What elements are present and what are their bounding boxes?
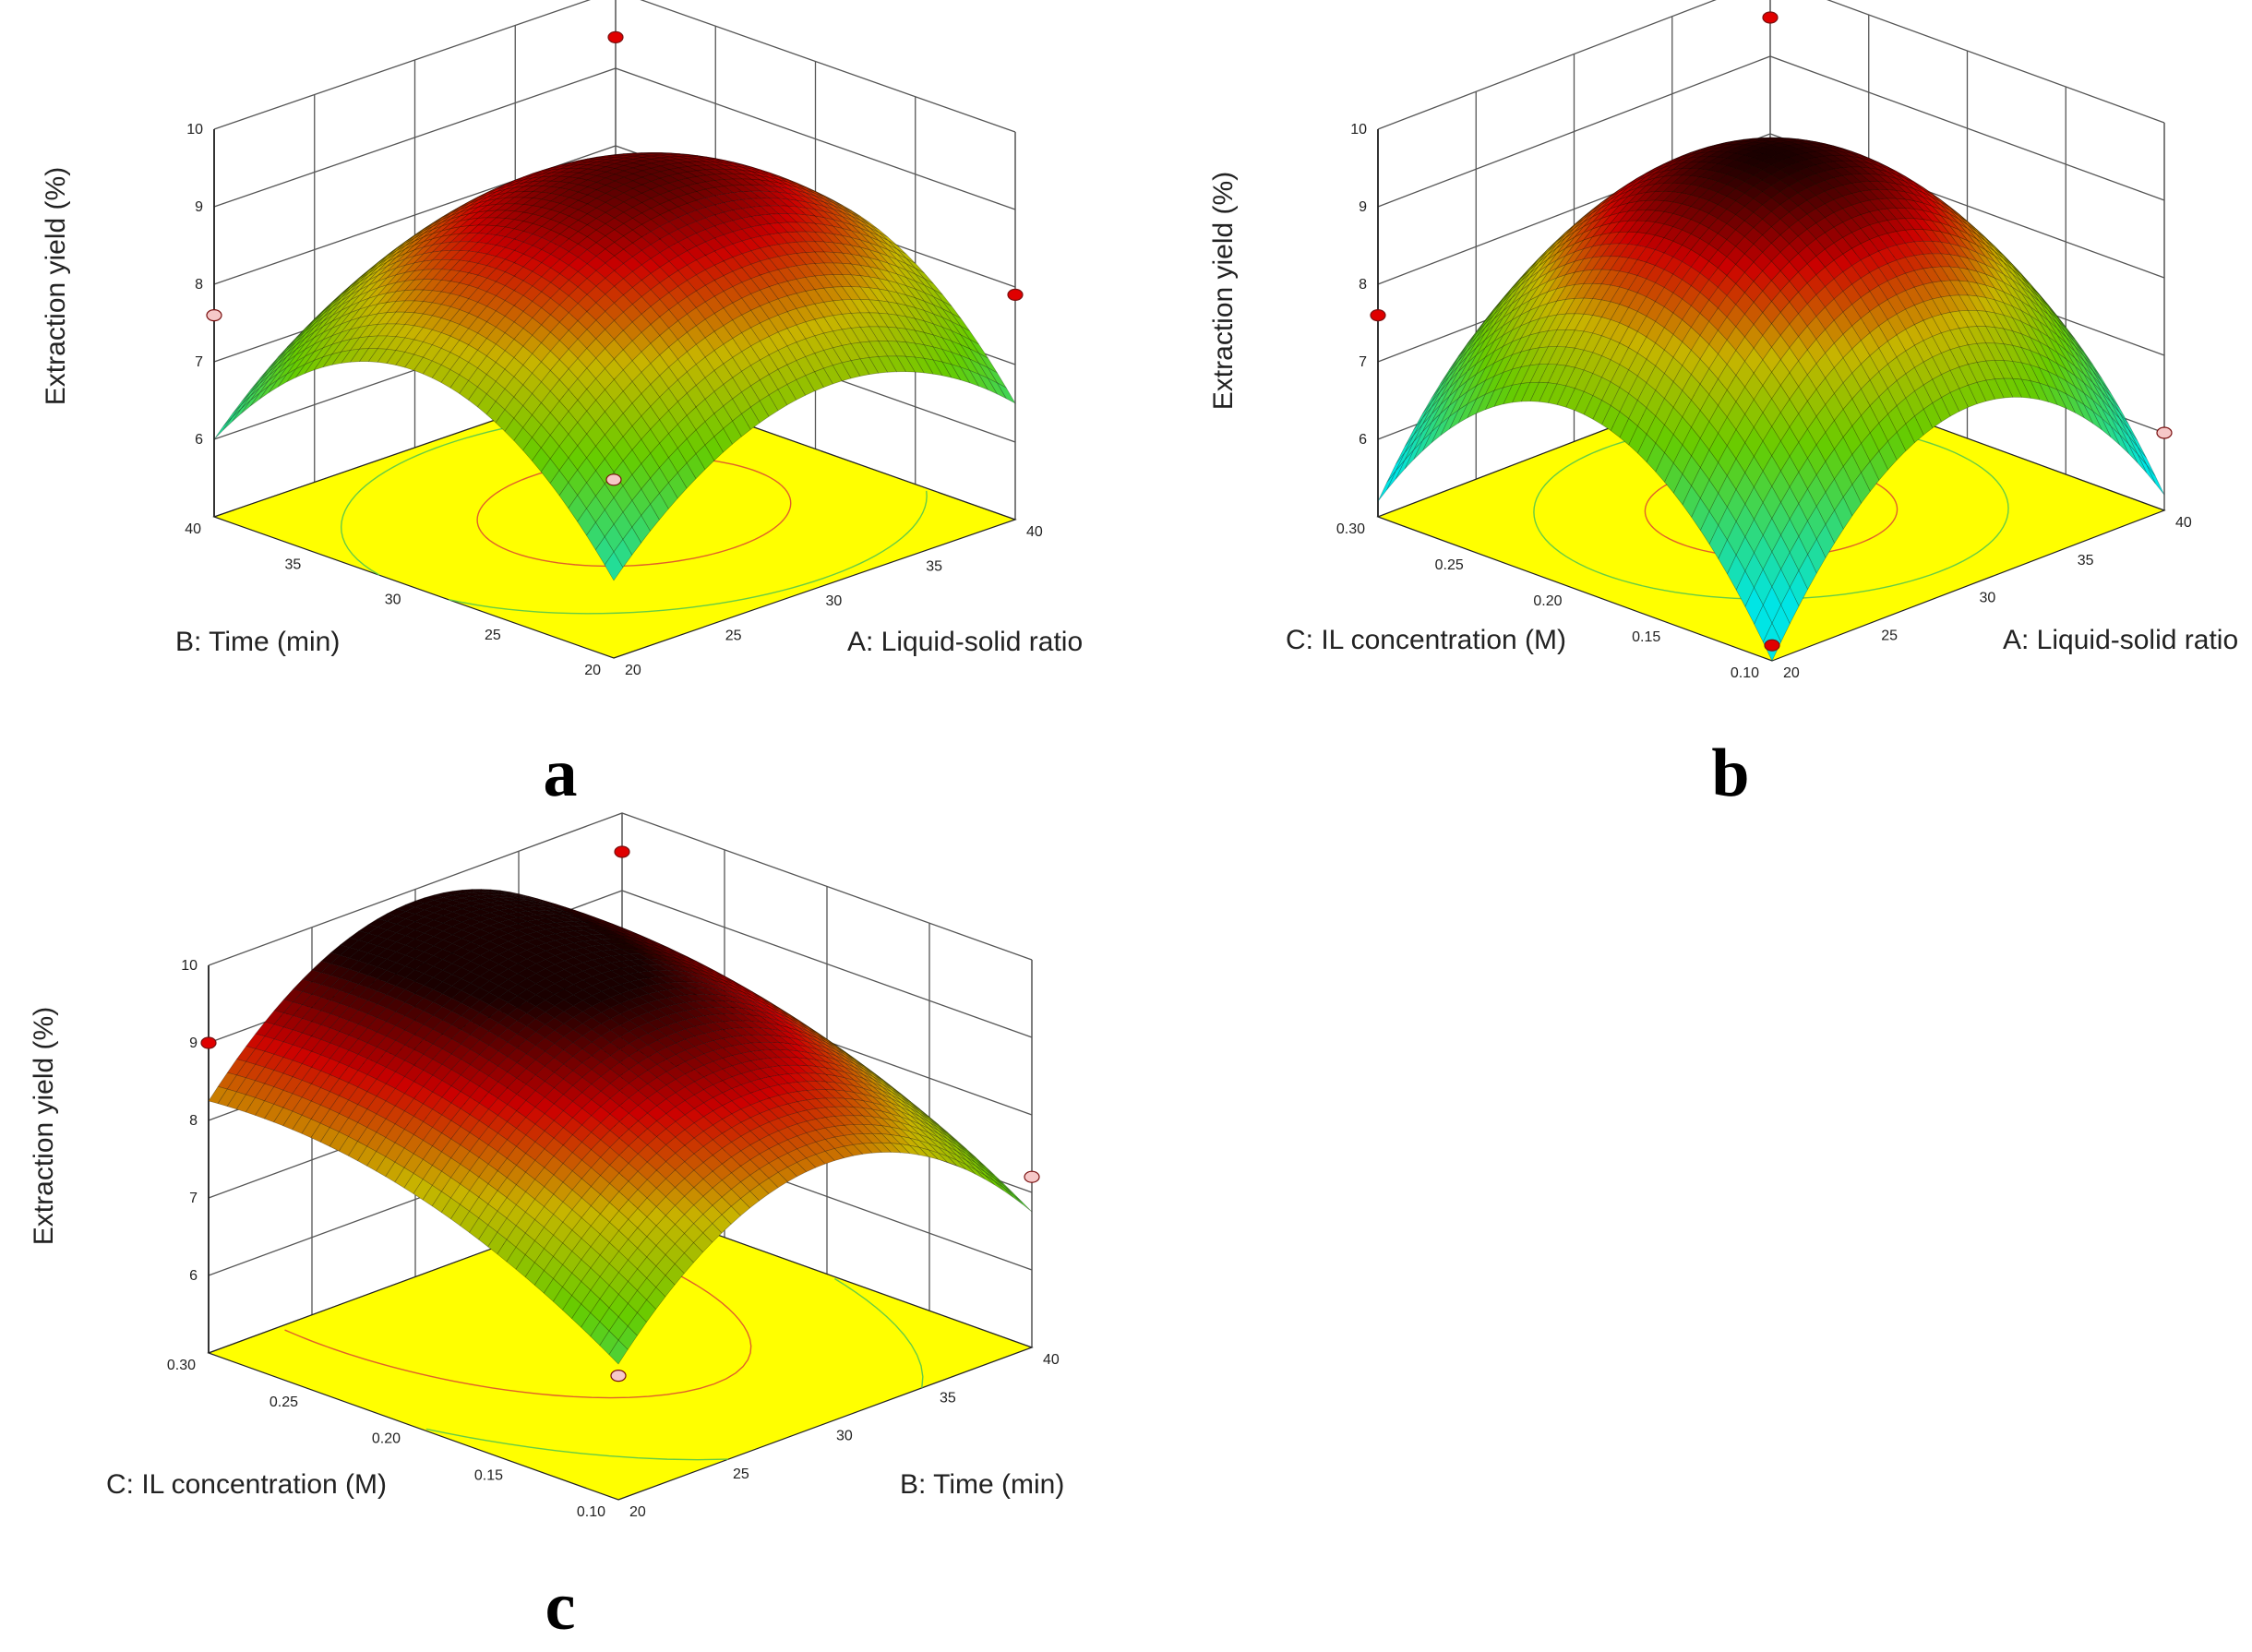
surface-cell <box>669 159 689 163</box>
surface-cell <box>677 166 698 173</box>
surface-cell <box>733 165 752 172</box>
y-tick-label: 0.10 <box>1731 665 1759 681</box>
design-point <box>1007 288 1024 301</box>
panel-a-surface-plot: 20 25 30 35 40 20 25 30 35 40 6 7 8 9 10 Extraction yi… <box>41 0 1083 811</box>
contour-line <box>449 490 928 615</box>
panel-b-surface <box>1377 137 2165 662</box>
z-tick-label: 10 <box>1350 122 1367 138</box>
surface-cell <box>469 192 488 203</box>
design-point <box>1370 309 1386 322</box>
surface-cell <box>806 201 825 212</box>
panel-a-z-axis-title: Extraction yield (%) <box>41 167 71 405</box>
y-tick-label: 35 <box>284 557 301 572</box>
y-tick-label: 0.25 <box>1435 557 1464 573</box>
surface-cell <box>761 169 780 177</box>
design-point <box>1764 639 1780 652</box>
panel-b-y-axis-title: C: IL concentration (M) <box>1286 625 1566 655</box>
z-tick-label: 10 <box>186 122 203 138</box>
surface-cell <box>332 284 352 303</box>
y-tick-label: 0.20 <box>1533 593 1562 609</box>
surface-cell <box>714 159 734 164</box>
surface-cell <box>824 196 844 207</box>
surface-cell <box>359 262 378 279</box>
surface-cell <box>859 239 880 254</box>
x-tick-label: 40 <box>2175 515 2192 531</box>
surface-cell <box>705 156 725 161</box>
surface-cell <box>469 194 488 204</box>
z-tick-label: 8 <box>195 277 203 293</box>
panel-b-x-axis-title: A: Liquid-solid ratio <box>2003 625 2238 655</box>
surface-cell <box>797 195 816 205</box>
surface-cell <box>924 284 943 302</box>
z-tick-label: 9 <box>1359 199 1367 215</box>
surface-cell <box>933 289 952 306</box>
z-tick-label: 7 <box>195 354 203 370</box>
x-tick-label: 30 <box>1980 591 1996 606</box>
z-tick-label: 6 <box>1359 432 1367 448</box>
y-tick-label: 30 <box>385 593 401 608</box>
surface-cell <box>496 180 515 189</box>
design-point <box>607 30 624 44</box>
surface-cell <box>596 155 616 159</box>
surface-cell <box>751 167 771 174</box>
panel-a-surface <box>213 152 1016 581</box>
x-tick-label: 20 <box>625 663 641 678</box>
panel-b-z-axis-title: Extraction yield (%) <box>1208 172 1239 410</box>
z-tick-label: 8 <box>1359 277 1367 293</box>
surface-cell <box>523 174 543 180</box>
grid-line <box>213 67 1016 210</box>
x-tick-label: 25 <box>1881 628 1898 643</box>
surface-cell <box>605 156 625 161</box>
z-tick-label: 9 <box>195 199 203 215</box>
grid-line <box>213 0 1016 133</box>
y-tick-label: 0.30 <box>1336 521 1365 537</box>
surface-cell <box>1377 471 1396 502</box>
y-tick-label: 40 <box>185 521 201 537</box>
surface-cell <box>778 182 797 191</box>
surface-cell <box>742 164 761 172</box>
panel-a-x-axis-title: A: Liquid-solid ratio <box>847 627 1083 657</box>
panel-a-y-axis-title: B: Time (min) <box>175 627 340 657</box>
surface-cell <box>587 165 606 171</box>
design-point <box>206 309 222 322</box>
x-tick-label: 25 <box>725 628 742 644</box>
surface-cell <box>341 279 361 295</box>
x-tick-label: 35 <box>2078 553 2094 569</box>
surface-cell <box>777 191 798 201</box>
x-tick-label: 20 <box>1783 665 1800 681</box>
surface-cell <box>878 245 898 260</box>
panel-c-surface <box>208 889 1033 1365</box>
x-tick-label: 30 <box>826 593 843 609</box>
surface-cell <box>432 211 451 223</box>
y-tick-label: 20 <box>584 663 601 678</box>
surface-cell <box>486 186 506 196</box>
design-point <box>1762 11 1779 24</box>
y-tick-label: 0.15 <box>1632 629 1660 645</box>
y-tick-label: 25 <box>485 628 501 643</box>
surface-cell <box>760 179 779 187</box>
z-tick-label: 7 <box>1359 354 1367 370</box>
x-tick-label: 40 <box>1026 524 1043 540</box>
surface-cell <box>222 408 242 431</box>
surface-cell <box>632 160 652 166</box>
panel-b-surface-plot: 20 25 30 35 40 0.10 0.15 0.20 0.25 0.30 6 7 8 9 10 Ext… <box>1208 0 2238 811</box>
panel-b-label: b <box>1711 736 1749 811</box>
design-point <box>2156 426 2173 439</box>
design-point <box>605 473 622 486</box>
surface-cell <box>2146 464 2165 496</box>
z-tick-label: 6 <box>195 432 203 448</box>
x-tick-label: 35 <box>926 559 942 575</box>
panel-a-label: a <box>544 736 578 811</box>
surface-cell <box>542 166 561 173</box>
surface-cell <box>341 277 361 294</box>
surface-cell <box>751 168 771 175</box>
surface-cell <box>368 258 388 273</box>
surface-cell <box>350 270 370 287</box>
surface-cell <box>259 358 279 379</box>
